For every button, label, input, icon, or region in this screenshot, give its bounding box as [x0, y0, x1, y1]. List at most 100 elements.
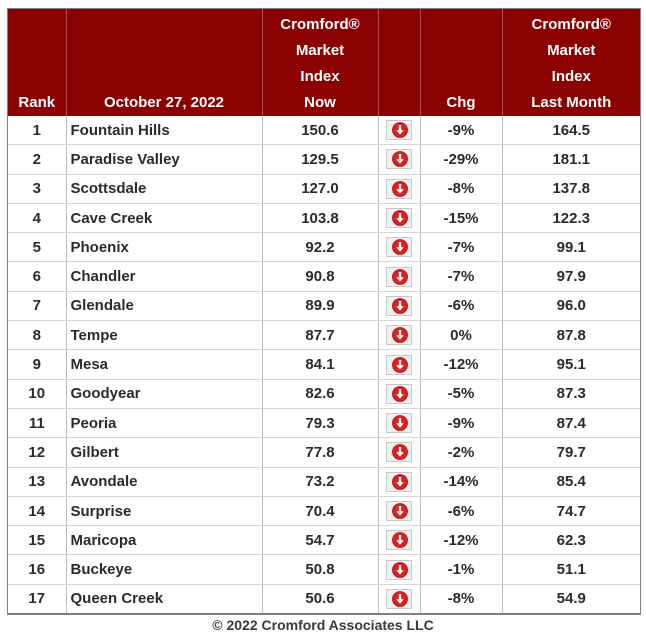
index-last-month-cell: 51.1 — [502, 554, 640, 585]
city-cell: Chandler — [66, 261, 263, 292]
arrow-cell — [378, 379, 421, 409]
arrow-cell — [378, 408, 421, 439]
header-index-now: Cromford® Market Index Now — [262, 9, 379, 116]
arrow-cell — [378, 467, 421, 497]
arrow-cell — [378, 525, 421, 556]
arrow-cell — [378, 320, 421, 351]
table-row: 14 Surprise 70.4 -6% 74.7 — [8, 496, 640, 527]
city-cell: Avondale — [66, 467, 263, 497]
market-index-table-frame: Rank October 27, 2022 Cromford® Market I… — [7, 8, 641, 616]
rank-cell: 15 — [8, 525, 67, 556]
table-row: 6 Chandler 90.8 -7% 97.9 — [8, 261, 640, 292]
rank-cell: 6 — [8, 261, 67, 292]
arrow-cell — [378, 349, 421, 380]
down-arrow-icon — [386, 442, 412, 463]
header-rank: Rank — [8, 9, 67, 116]
table-row: 10 Goodyear 82.6 -5% 87.3 — [8, 379, 640, 409]
table-row: 13 Avondale 73.2 -14% 85.4 — [8, 467, 640, 497]
table-row: 12 Gilbert 77.8 -2% 79.7 — [8, 437, 640, 468]
index-last-month-cell: 74.7 — [502, 496, 640, 527]
rank-cell: 16 — [8, 554, 67, 585]
header-arrow — [378, 9, 421, 116]
header-chg: Chg — [420, 9, 503, 116]
index-last-month-cell: 164.5 — [502, 116, 640, 146]
index-last-month-cell: 95.1 — [502, 349, 640, 380]
table-row: 3 Scottsdale 127.0 -8% 137.8 — [8, 174, 640, 204]
header-now-line: Market — [295, 42, 345, 59]
index-last-month-cell: 87.3 — [502, 379, 640, 409]
index-last-month-cell: 122.3 — [502, 203, 640, 234]
table-body: 1 Fountain Hills 150.6 -9% 164.5 2 Paradise Va… — [8, 116, 640, 615]
rank-cell: 17 — [8, 584, 67, 615]
down-arrow-icon — [386, 501, 412, 521]
city-cell: Fountain Hills — [66, 116, 263, 146]
change-cell: -8% — [420, 174, 503, 204]
header-last-line: Market — [547, 42, 596, 59]
index-now-cell: 103.8 — [262, 203, 379, 234]
arrow-cell — [378, 116, 421, 146]
index-now-cell: 79.3 — [262, 408, 379, 439]
down-arrow-icon — [386, 325, 412, 346]
index-now-cell: 84.1 — [262, 349, 379, 380]
change-cell: -14% — [420, 467, 503, 497]
table-row: 11 Peoria 79.3 -9% 87.4 — [8, 408, 640, 439]
down-arrow-icon — [386, 120, 412, 141]
rank-cell: 2 — [8, 144, 67, 175]
city-cell: Mesa — [66, 349, 263, 380]
city-cell: Queen Creek — [66, 584, 263, 615]
down-arrow-icon — [386, 354, 412, 375]
down-arrow-icon — [386, 588, 412, 609]
change-cell: -2% — [420, 437, 503, 468]
city-cell: Goodyear — [66, 379, 263, 409]
arrow-cell — [378, 203, 421, 234]
rank-cell: 7 — [8, 291, 67, 322]
change-cell: -1% — [420, 554, 503, 585]
index-last-month-cell: 99.1 — [502, 232, 640, 263]
change-cell: -29% — [420, 144, 503, 175]
index-last-month-cell: 181.1 — [502, 144, 640, 175]
change-cell: -7% — [420, 261, 503, 292]
index-last-month-cell: 54.9 — [502, 584, 640, 615]
city-cell: Peoria — [66, 408, 263, 439]
rank-cell: 1 — [8, 116, 67, 146]
down-arrow-icon — [386, 237, 412, 258]
table-row: 16 Buckeye 50.8 -1% 51.1 — [8, 554, 640, 585]
city-cell: Tempe — [66, 320, 263, 351]
city-cell: Gilbert — [66, 437, 263, 468]
change-cell: -7% — [420, 232, 503, 263]
index-now-cell: 50.6 — [262, 584, 379, 615]
city-cell: Cave Creek — [66, 203, 263, 234]
down-arrow-icon — [386, 530, 412, 551]
table-row: 4 Cave Creek 103.8 -15% 122.3 — [8, 203, 640, 234]
table-row: 17 Queen Creek 50.6 -8% 54.9 — [8, 584, 640, 615]
city-cell: Scottsdale — [66, 174, 263, 204]
index-last-month-cell: 79.7 — [502, 437, 640, 468]
change-cell: -15% — [420, 203, 503, 234]
change-cell: -12% — [420, 349, 503, 380]
index-last-month-cell: 62.3 — [502, 525, 640, 556]
index-now-cell: 150.6 — [262, 116, 379, 146]
change-cell: -12% — [420, 525, 503, 556]
down-arrow-icon — [386, 266, 412, 287]
arrow-cell — [378, 261, 421, 292]
index-now-cell: 90.8 — [262, 261, 379, 292]
rank-cell: 13 — [8, 467, 67, 497]
rank-cell: 11 — [8, 408, 67, 439]
header-now-line: Now — [304, 94, 336, 111]
arrow-cell — [378, 554, 421, 585]
change-cell: -5% — [420, 379, 503, 409]
index-last-month-cell: 87.4 — [502, 408, 640, 439]
table-row: 15 Maricopa 54.7 -12% 62.3 — [8, 525, 640, 556]
table-row: 9 Mesa 84.1 -12% 95.1 — [8, 349, 640, 380]
change-cell: -6% — [420, 496, 503, 527]
index-now-cell: 77.8 — [262, 437, 379, 468]
index-now-cell: 92.2 — [262, 232, 379, 263]
index-last-month-cell: 96.0 — [502, 291, 640, 322]
market-index-table: Rank October 27, 2022 Cromford® Market I… — [8, 9, 640, 615]
arrow-cell — [378, 174, 421, 204]
city-cell: Phoenix — [66, 232, 263, 263]
table-row: 8 Tempe 87.7 0% 87.8 — [8, 320, 640, 351]
rank-cell: 3 — [8, 174, 67, 204]
index-last-month-cell: 87.8 — [502, 320, 640, 351]
down-arrow-icon — [386, 471, 412, 492]
